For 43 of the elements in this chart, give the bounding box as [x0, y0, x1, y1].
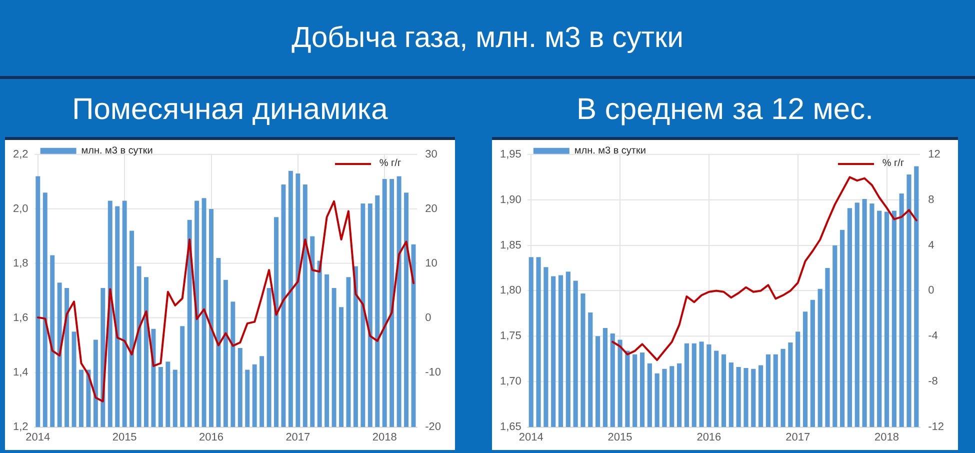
chart-subtitle: В среднем за 12 мес.	[576, 92, 874, 128]
x-tick-label: 2016	[696, 432, 722, 444]
y2-tick-label: -8	[928, 376, 938, 388]
x-tick-label: 2018	[874, 432, 899, 444]
y2-tick-label: -10	[425, 366, 441, 378]
x-tick-label: 2018	[372, 432, 397, 444]
text: Добыча газа, млн. м3 в сутки	[292, 22, 684, 54]
x-tick-label: 2014	[518, 432, 544, 444]
y-tick-label: 1,95	[500, 148, 522, 160]
y2-tick-label: -4	[928, 330, 938, 342]
y2-tick-label: -20	[425, 421, 441, 434]
y-tick-label: 1,85	[500, 239, 522, 252]
legend-label: % г/г	[882, 158, 904, 170]
x-tick-label: 2017	[786, 432, 810, 444]
y2-tick-label: 10	[425, 258, 438, 270]
y2-tick-label: 12	[928, 148, 940, 160]
x-tick-label: 2017	[286, 432, 310, 444]
y2-tick-label: 0	[928, 284, 934, 297]
x-tick-label: 2015	[608, 432, 632, 444]
y-tick-label: 1,65	[500, 421, 522, 434]
y-tick-label: 1,4	[13, 366, 28, 378]
y-tick-label: 1,90	[500, 194, 522, 206]
y-tick-label: 1,75	[500, 330, 522, 342]
chart-subtitle: Помесячная динамика	[71, 92, 389, 128]
legend-label: млн. м3 в сутки	[81, 146, 153, 157]
y-tick-label: 2,0	[13, 203, 28, 215]
y2-tick-label: 0	[425, 312, 432, 324]
y-tick-label: 1,80	[500, 284, 522, 297]
y2-tick-label: 8	[928, 194, 934, 206]
x-tick-label: 2015	[112, 432, 137, 444]
y2-tick-label: 20	[425, 203, 438, 215]
legend-label: % г/г	[379, 158, 402, 170]
x-tick-label: 2016	[199, 432, 224, 444]
x-tick-label: 2014	[26, 432, 50, 444]
y-tick-label: 2,2	[13, 148, 28, 160]
y2-tick-label: 30	[425, 148, 438, 160]
y-tick-label: 1,8	[13, 258, 28, 270]
legend-label: млн. м3 в сутки	[574, 146, 646, 157]
y-tick-label: 1,70	[500, 376, 522, 388]
y-tick-label: 1,2	[13, 421, 28, 434]
y2-tick-label: -12	[928, 421, 944, 434]
y2-tick-label: 4	[928, 239, 934, 252]
y-tick-label: 1,6	[13, 312, 28, 324]
